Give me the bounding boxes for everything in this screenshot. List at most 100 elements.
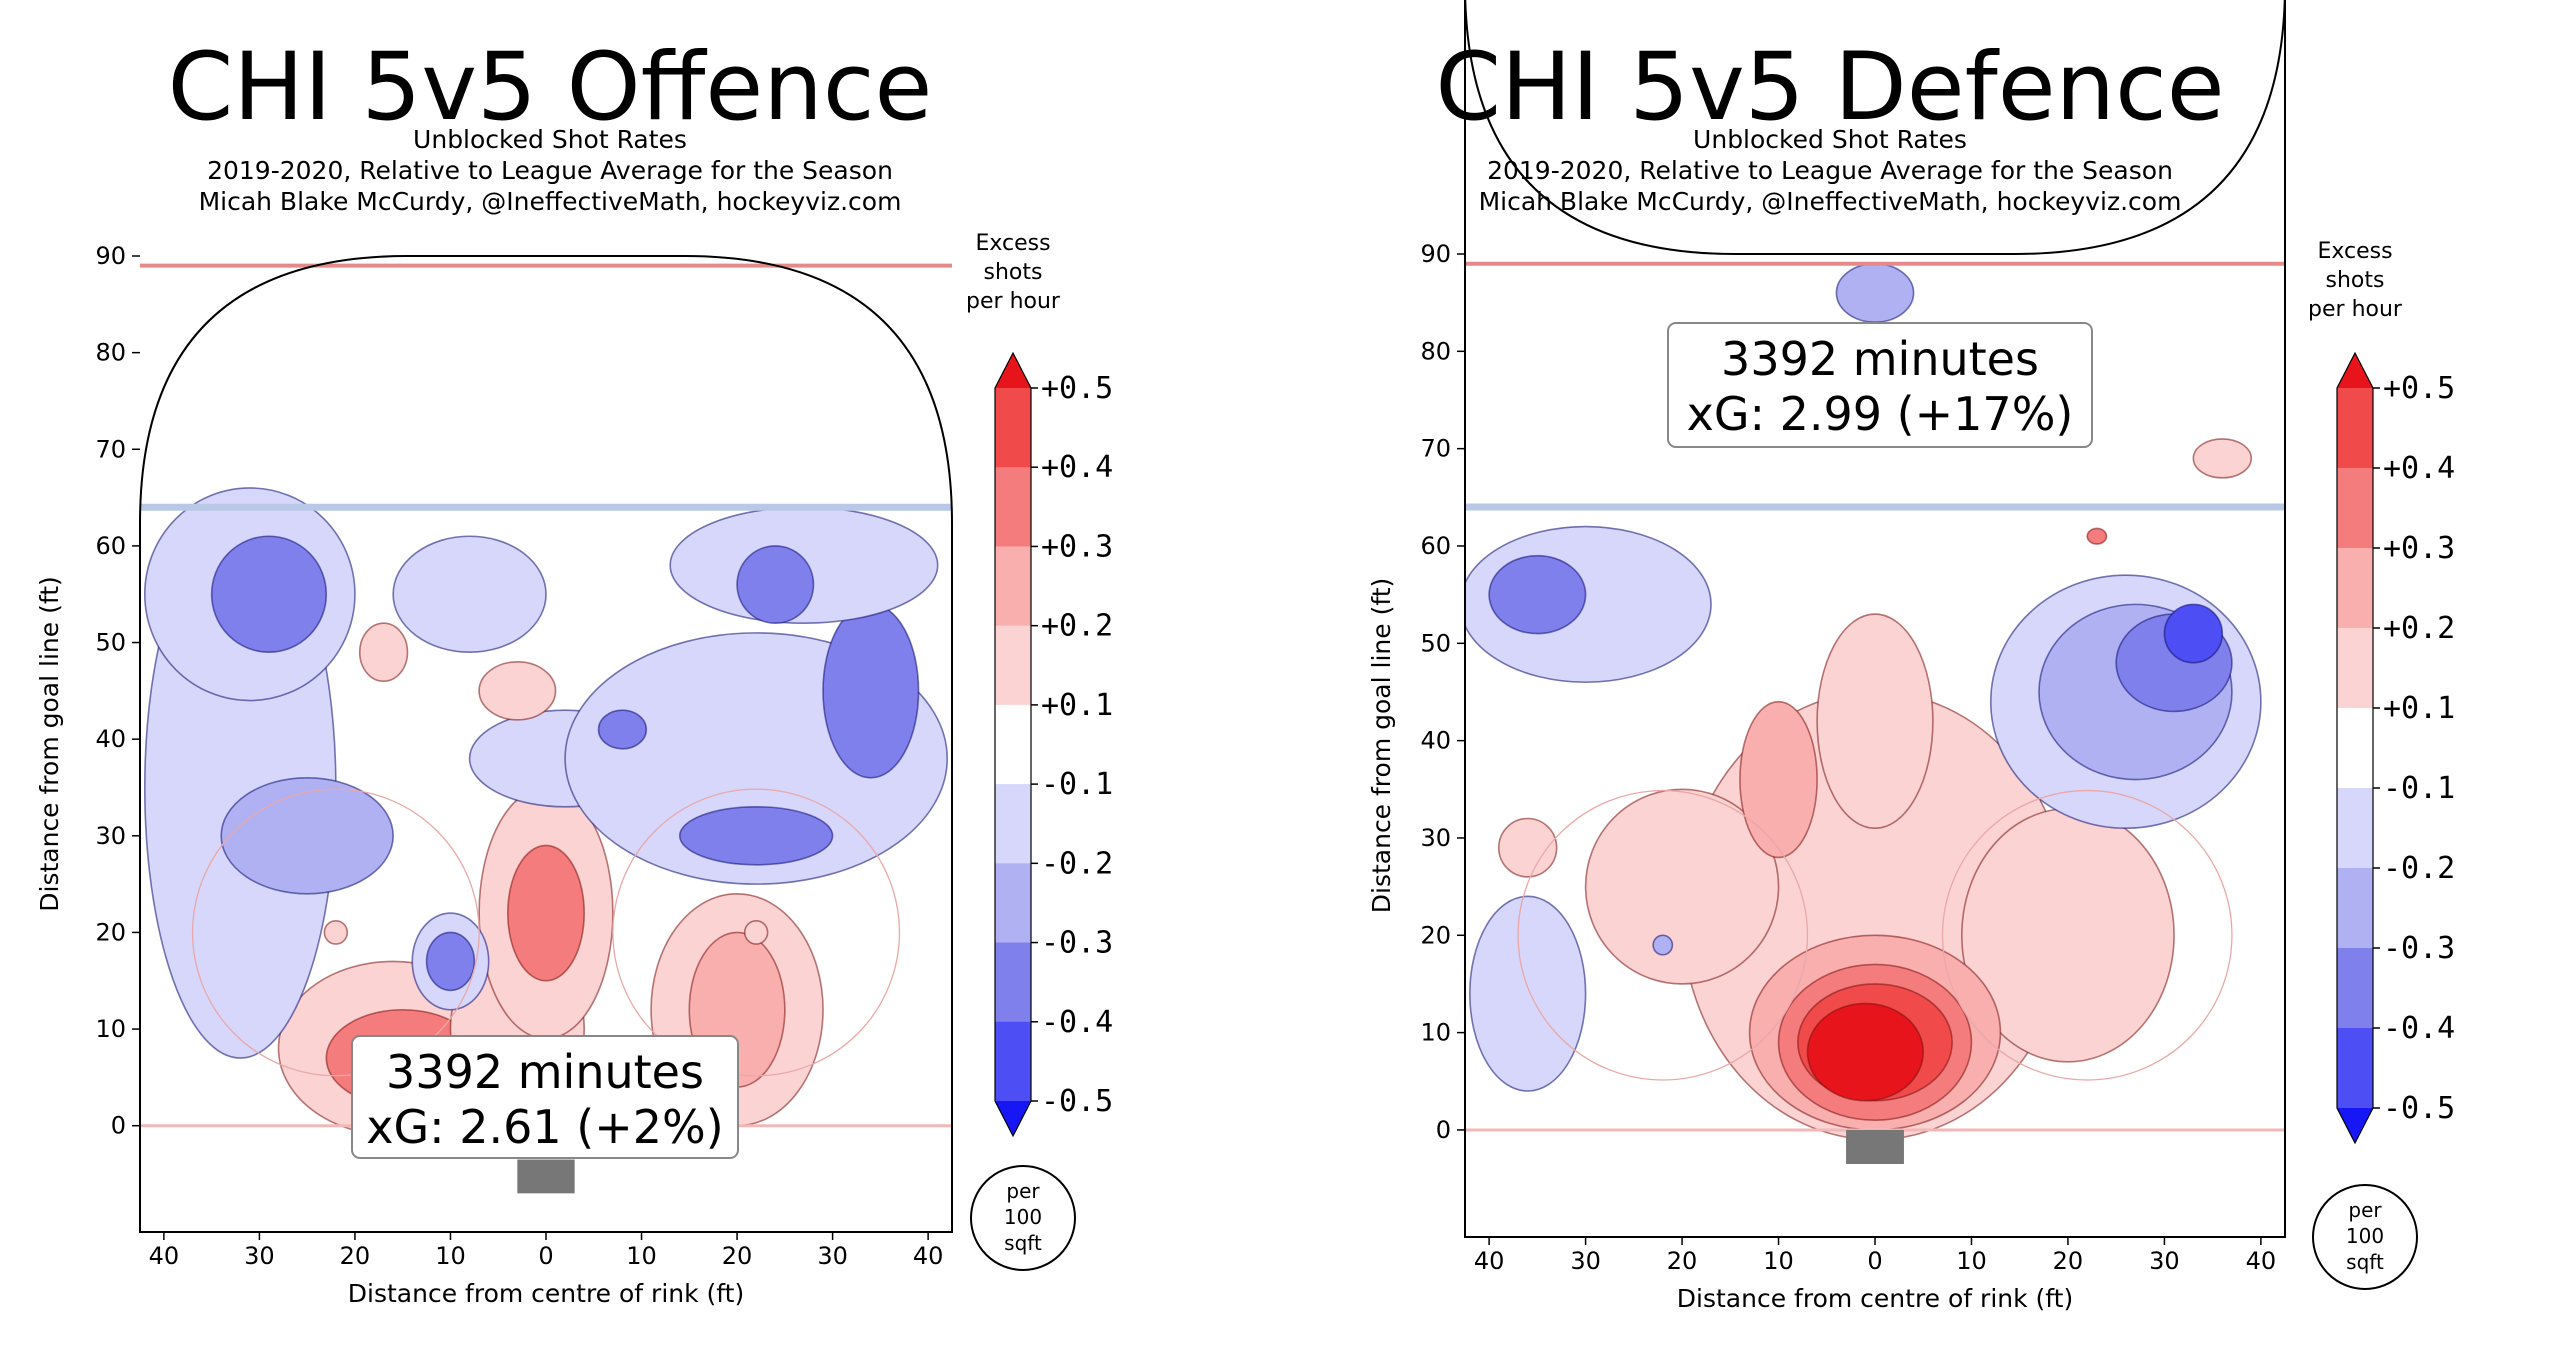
minutes-label: 3392 minutes bbox=[1721, 332, 2039, 386]
x-tick-label: 40 bbox=[913, 1242, 944, 1270]
x-tick-label: 40 bbox=[149, 1242, 180, 1270]
colorbar-segment bbox=[995, 625, 1031, 706]
unit-badge-text: per bbox=[1006, 1179, 1040, 1203]
xg-label: xG: 2.61 (+2%) bbox=[366, 1100, 723, 1154]
x-tick-label: 20 bbox=[340, 1242, 371, 1270]
rink-boards bbox=[1464, 0, 2286, 1238]
x-tick-label: 40 bbox=[1474, 1247, 1505, 1275]
chart-subtitle-line-2: 2019-2020, Relative to League Average fo… bbox=[207, 156, 893, 185]
colorbar-tick-label: +0.3 bbox=[2383, 531, 2455, 566]
y-tick-label: 80 bbox=[1420, 337, 1451, 365]
chart-subtitle-line-1: Unblocked Shot Rates bbox=[1693, 125, 1967, 154]
colorbar-segment bbox=[995, 784, 1031, 864]
info-box bbox=[351, 1035, 739, 1159]
colorbar-tick-label: -0.3 bbox=[1041, 926, 1113, 961]
y-tick-label: 80 bbox=[95, 339, 126, 367]
chart-subtitle-line-1: Unblocked Shot Rates bbox=[413, 125, 687, 154]
y-tick-label: 70 bbox=[1420, 435, 1451, 463]
unit-badge bbox=[970, 1165, 1076, 1271]
colorbar-max-arrow bbox=[995, 353, 1031, 388]
colorbar-tick-label: +0.4 bbox=[2383, 451, 2455, 486]
contour-region bbox=[2192, 438, 2253, 479]
colorbar-segment bbox=[995, 942, 1031, 1023]
faceoff-circle bbox=[1941, 789, 2233, 1081]
chart-subtitle-line-2: 2019-2020, Relative to League Average fo… bbox=[1487, 156, 2173, 185]
colorbar-tick-label: -0.4 bbox=[2383, 1011, 2455, 1046]
faceoff-circle bbox=[612, 788, 901, 1077]
colorbar-tick-label: -0.5 bbox=[2383, 1091, 2455, 1126]
contour-region bbox=[1739, 700, 1818, 859]
x-tick-label: 10 bbox=[1956, 1247, 1987, 1275]
colorbar-tick-label: +0.1 bbox=[1041, 688, 1113, 723]
goal-net bbox=[1846, 1129, 1904, 1165]
colorbar-segment bbox=[995, 863, 1031, 944]
contour-region bbox=[1816, 613, 1934, 830]
x-tick-label: 0 bbox=[538, 1242, 553, 1270]
colorbar-tick-label: +0.2 bbox=[1041, 609, 1113, 644]
colorbar-segment bbox=[2337, 948, 2373, 1029]
y-tick-label: 60 bbox=[95, 532, 126, 560]
x-tick-label: 30 bbox=[244, 1242, 275, 1270]
x-tick-label: 20 bbox=[722, 1242, 753, 1270]
colorbar-segment bbox=[995, 467, 1031, 548]
chart-title: CHI 5v5 Offence bbox=[167, 33, 933, 142]
colorbar-tick-label: -0.3 bbox=[2383, 931, 2455, 966]
unit-badge-text: per bbox=[2348, 1198, 2382, 1222]
y-tick-label: 20 bbox=[1420, 921, 1451, 949]
contour-region bbox=[1469, 895, 1587, 1092]
colorbar-segment bbox=[995, 1021, 1031, 1102]
xg-label: xG: 2.99 (+17%) bbox=[1687, 387, 2074, 441]
y-axis-label: Distance from goal line (ft) bbox=[35, 576, 64, 912]
defence-shot-map: 40 30 20 10 0 10 20 30 400102030405060708090Dist… bbox=[1367, 0, 2455, 1313]
colorbar-segment bbox=[995, 704, 1031, 785]
colorbar-tick-label: +0.1 bbox=[2383, 691, 2455, 726]
contour-region bbox=[506, 844, 586, 982]
contour-region bbox=[323, 920, 349, 945]
contour-region bbox=[425, 931, 476, 992]
colorbar-tick-label: +0.2 bbox=[2383, 611, 2455, 646]
colorbar-tick-label: -0.4 bbox=[1041, 1005, 1113, 1040]
contour-region bbox=[736, 545, 815, 625]
colorbar-title: per hour bbox=[966, 289, 1061, 314]
y-tick-label: 60 bbox=[1420, 532, 1451, 560]
contour-region bbox=[1497, 817, 1558, 878]
colorbar-segment bbox=[2337, 628, 2373, 709]
offence-panel: CHI 5v5 Offence Unblocked Shot Rates 201… bbox=[35, 33, 1113, 1309]
contour-region bbox=[1488, 554, 1587, 635]
x-tick-label: 10 bbox=[626, 1242, 657, 1270]
x-axis-label: Distance from centre of rink (ft) bbox=[348, 1279, 744, 1308]
rink-boards bbox=[139, 255, 953, 1233]
contour-region bbox=[220, 777, 394, 895]
y-tick-label: 40 bbox=[1420, 727, 1451, 755]
colorbar-segment bbox=[2337, 468, 2373, 549]
contour-region bbox=[1835, 262, 1915, 323]
colorbar-tick-label: -0.2 bbox=[1041, 846, 1113, 881]
y-tick-label: 50 bbox=[1420, 629, 1451, 657]
colorbar-segment bbox=[2337, 1028, 2373, 1109]
y-tick-label: 70 bbox=[95, 435, 126, 463]
unit-badge bbox=[2312, 1184, 2418, 1290]
colorbar-min-arrow bbox=[995, 1101, 1031, 1136]
y-tick-label: 40 bbox=[95, 725, 126, 753]
colorbar-title: shots bbox=[2326, 268, 2385, 293]
contour-region bbox=[678, 806, 834, 866]
faceoff-circle bbox=[1517, 789, 1809, 1081]
y-tick-label: 0 bbox=[111, 1112, 126, 1140]
y-tick-label: 90 bbox=[95, 242, 126, 270]
colorbar-tick-label: -0.5 bbox=[1041, 1084, 1113, 1119]
contour-region bbox=[1584, 788, 1780, 985]
colorbar-tick-label: +0.4 bbox=[1041, 450, 1113, 485]
faceoff-circle bbox=[191, 788, 480, 1077]
colorbar-segment bbox=[995, 546, 1031, 627]
colorbar-tick-label: -0.1 bbox=[1041, 767, 1113, 802]
contour-region bbox=[2163, 603, 2224, 664]
minutes-label: 3392 minutes bbox=[386, 1045, 704, 1099]
x-axis-label: Distance from centre of rink (ft) bbox=[1677, 1284, 2073, 1313]
colorbar-tick-label: -0.2 bbox=[2383, 851, 2455, 886]
contour-region bbox=[210, 535, 328, 653]
unit-badge-text: sqft bbox=[2346, 1250, 2384, 1274]
x-tick-label: 10 bbox=[435, 1242, 466, 1270]
offence-shot-map: 40 30 20 10 0 10 20 30 400102030405060708090Dist… bbox=[35, 231, 1113, 1308]
defence-panel: CHI 5v5 Defence Unblocked Shot Rates 201… bbox=[1280, 0, 2560, 1355]
x-tick-label: 20 bbox=[2053, 1247, 2084, 1275]
